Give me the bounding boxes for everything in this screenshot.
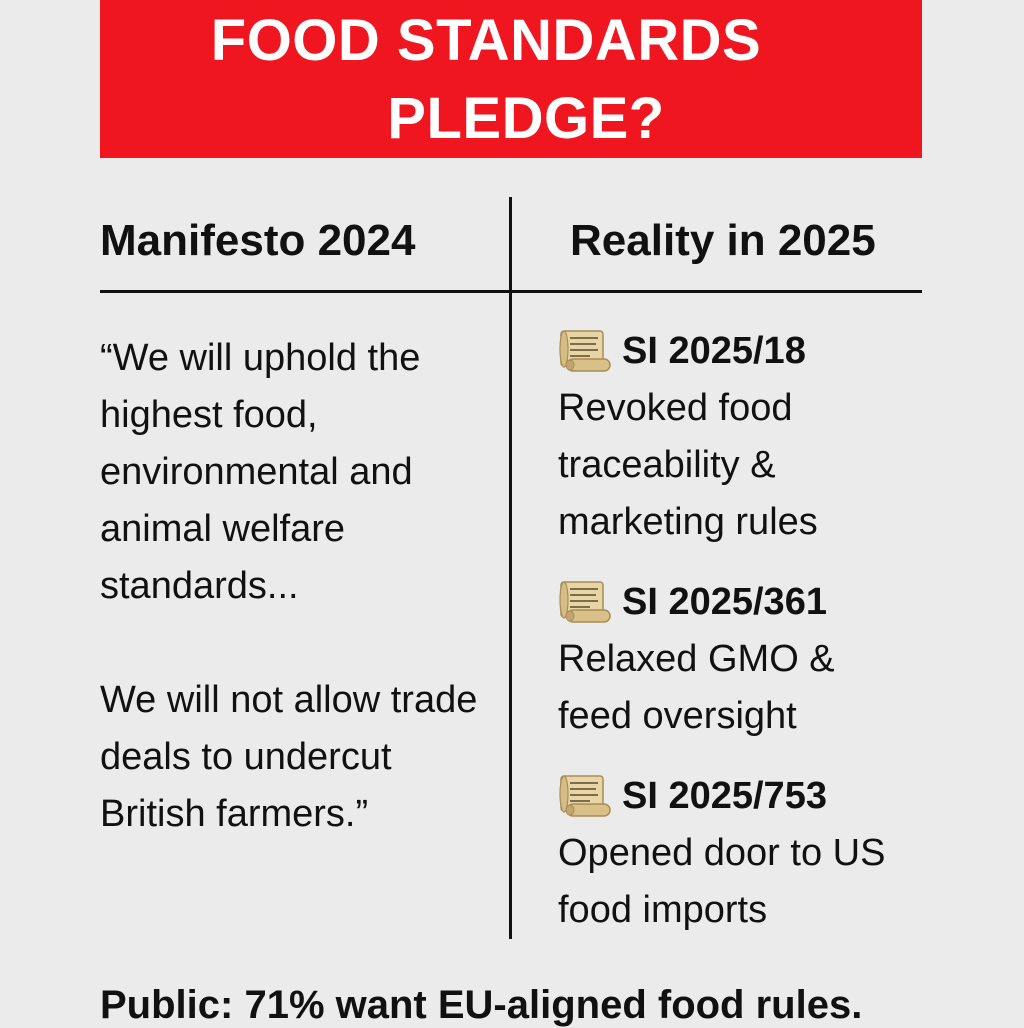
- reality-item-header: SI 2025/361: [558, 577, 918, 627]
- reality-item: SI 2025/18 Revoked food traceability & m…: [558, 326, 918, 551]
- reality-item: SI 2025/361 Relaxed GMO & feed oversight: [558, 577, 918, 745]
- manifesto-quote-part-2: We will not allow trade deals to undercu…: [100, 679, 478, 835]
- reality-item-code: SI 2025/18: [622, 330, 806, 372]
- reality-item: SI 2025/753 Opened door to US food impor…: [558, 771, 918, 939]
- column-divider: [509, 197, 512, 939]
- manifesto-column-header: Manifesto 2024: [100, 216, 416, 265]
- scroll-icon: [558, 329, 612, 373]
- reality-item-code: SI 2025/361: [622, 581, 827, 623]
- reality-item-description: Revoked food traceability & marketing ru…: [558, 387, 818, 543]
- public-opinion-footer: Public: 71% want EU-aligned food rules.: [100, 983, 863, 1027]
- reality-item-description: Relaxed GMO & feed oversight: [558, 638, 835, 737]
- title-line-1: FOOD STANDARDS: [210, 8, 762, 73]
- manifesto-quote-part-1: “We will uphold the highest food, enviro…: [100, 337, 421, 607]
- reality-item-header: SI 2025/753: [558, 771, 918, 821]
- title-line-2: PLEDGE?: [387, 86, 665, 151]
- reality-column-header: Reality in 2025: [570, 216, 876, 265]
- manifesto-quote: “We will uphold the highest food, enviro…: [100, 330, 490, 843]
- scroll-icon: [558, 774, 612, 818]
- reality-item-description: Opened door to US food imports: [558, 832, 886, 931]
- scroll-icon: [558, 580, 612, 624]
- reality-item-code: SI 2025/753: [622, 775, 827, 817]
- reality-item-header: SI 2025/18: [558, 326, 918, 376]
- title-banner: FOOD STANDARDS PLEDGE?: [100, 0, 922, 158]
